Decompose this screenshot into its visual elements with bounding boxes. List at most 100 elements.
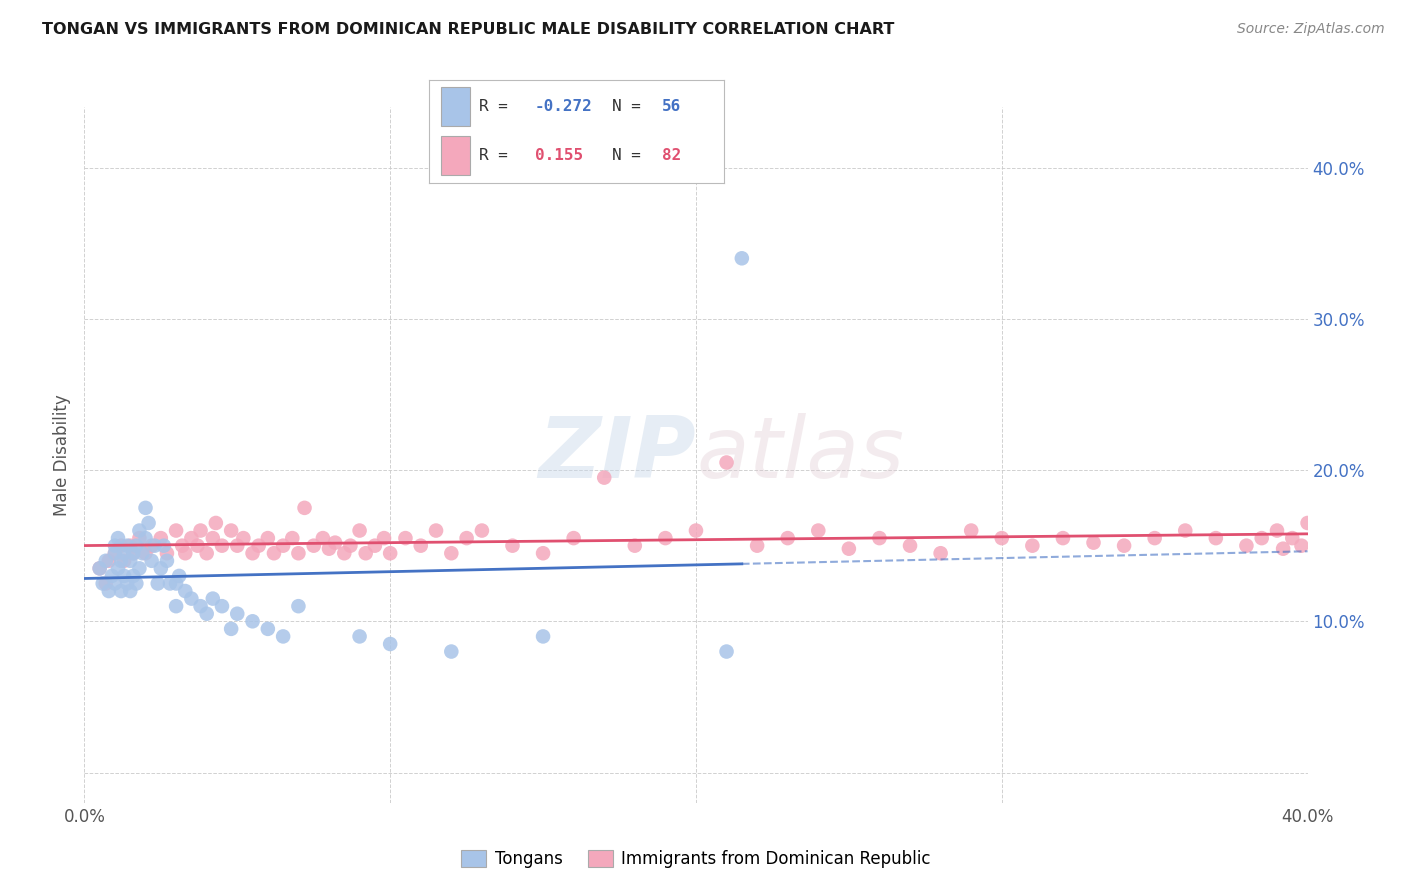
Point [302, 539, 325, 553]
Point [97, 584, 120, 599]
Point [91, 576, 114, 591]
Point [716, 455, 738, 469]
Point [364, 539, 387, 553]
Point [190, 599, 212, 614]
Text: 56: 56 [662, 99, 682, 114]
Point [120, 584, 142, 599]
Point [107, 561, 129, 575]
Point [122, 546, 145, 560]
Point [180, 531, 202, 545]
Point [747, 539, 769, 553]
Point [294, 500, 316, 515]
Point [242, 546, 264, 560]
Point [172, 539, 194, 553]
Point [146, 576, 169, 591]
Point [1272, 541, 1295, 556]
Point [1052, 531, 1074, 545]
Point [174, 546, 197, 560]
Point [143, 539, 166, 553]
Point [104, 576, 127, 591]
Point [1296, 516, 1319, 530]
Point [120, 554, 142, 568]
Point [247, 539, 270, 553]
Point [323, 535, 346, 549]
Point [128, 524, 150, 538]
Point [685, 524, 707, 538]
Text: Source: ZipAtlas.com: Source: ZipAtlas.com [1237, 22, 1385, 37]
Point [110, 539, 132, 553]
Point [115, 539, 138, 553]
Point [195, 607, 218, 621]
Point [94, 554, 117, 568]
Point [502, 539, 524, 553]
Point [471, 524, 494, 538]
Text: R =: R = [479, 99, 517, 114]
Point [89, 561, 111, 575]
Text: TONGAN VS IMMIGRANTS FROM DOMINICAN REPUBLIC MALE DISABILITY CORRELATION CHART: TONGAN VS IMMIGRANTS FROM DOMINICAN REPU… [42, 22, 894, 37]
Point [226, 607, 249, 621]
Point [271, 539, 294, 553]
Point [1114, 539, 1136, 553]
Point [104, 539, 127, 553]
Point [159, 576, 181, 591]
Point [991, 531, 1014, 545]
Text: 82: 82 [662, 148, 682, 162]
Point [211, 539, 233, 553]
Bar [440, 87, 470, 127]
Point [211, 599, 233, 614]
Point [271, 629, 294, 643]
Point [94, 576, 117, 591]
Point [131, 546, 153, 560]
Point [339, 539, 361, 553]
Point [716, 644, 738, 658]
Text: atlas: atlas [696, 413, 904, 497]
Point [380, 546, 402, 560]
Point [1291, 539, 1313, 553]
Point [654, 531, 676, 545]
Point [165, 576, 187, 591]
Point [219, 622, 242, 636]
Point [232, 531, 254, 545]
Point [112, 554, 135, 568]
Point [1143, 531, 1166, 545]
Point [1281, 531, 1303, 545]
Point [312, 531, 335, 545]
Point [440, 644, 463, 658]
Point [456, 531, 478, 545]
Point [349, 629, 371, 643]
Point [128, 531, 150, 545]
Point [776, 531, 799, 545]
Point [125, 539, 148, 553]
Point [138, 516, 160, 530]
Point [373, 531, 395, 545]
Point [122, 569, 145, 583]
Point [287, 546, 309, 560]
Point [104, 546, 127, 560]
Point [440, 546, 463, 560]
Point [1021, 539, 1043, 553]
Point [205, 516, 228, 530]
Point [180, 591, 202, 606]
Point [263, 546, 285, 560]
Point [186, 539, 208, 553]
Text: -0.272: -0.272 [536, 99, 593, 114]
Point [318, 541, 340, 556]
Point [624, 539, 647, 553]
Point [257, 622, 280, 636]
Point [104, 546, 127, 560]
Text: ZIP: ZIP [538, 413, 696, 497]
Text: R =: R = [479, 148, 517, 162]
Point [219, 524, 242, 538]
Point [135, 531, 157, 545]
Point [380, 637, 402, 651]
Text: 0.155: 0.155 [536, 148, 583, 162]
Point [125, 576, 148, 591]
Point [89, 561, 111, 575]
Point [112, 546, 135, 560]
Point [165, 524, 187, 538]
Point [97, 554, 120, 568]
Point [281, 531, 304, 545]
Point [562, 531, 585, 545]
Point [110, 584, 132, 599]
Point [1250, 531, 1272, 545]
